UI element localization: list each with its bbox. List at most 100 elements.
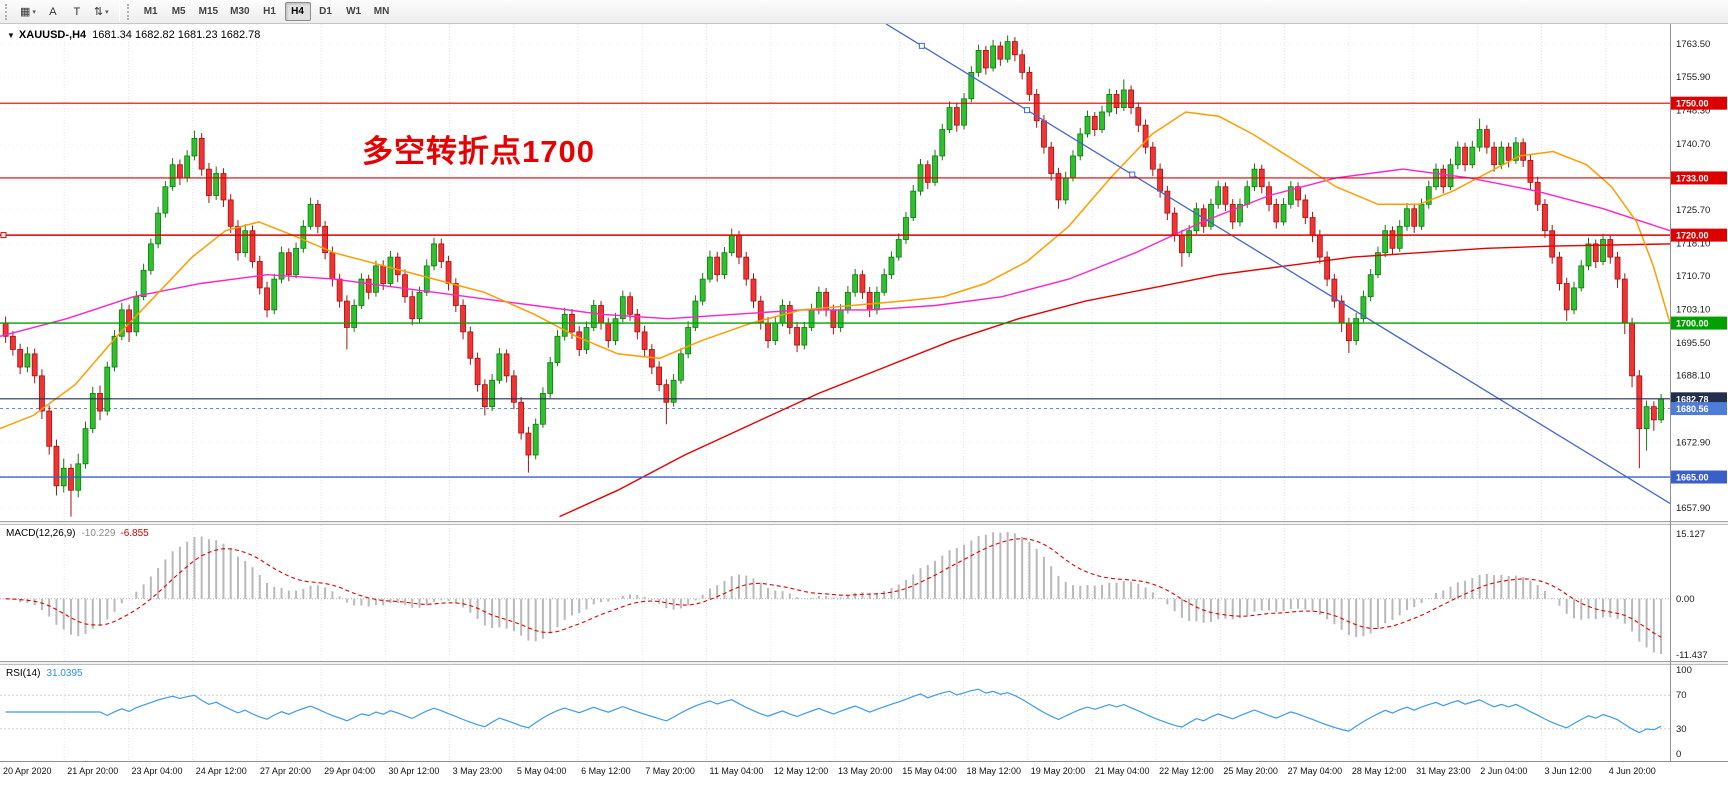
price-scale-label: 1755.90 bbox=[1676, 72, 1710, 83]
time-axis-label: 27 May 04:00 bbox=[1288, 766, 1343, 776]
template-button[interactable]: T bbox=[66, 2, 88, 22]
trendline-handle[interactable] bbox=[1129, 171, 1136, 178]
macd-signal-line bbox=[5, 538, 1662, 638]
price-marker: 1665.00 bbox=[1671, 470, 1727, 484]
svg-text:1750.00: 1750.00 bbox=[1676, 99, 1709, 109]
macd-scale-label: -11.437 bbox=[1676, 650, 1708, 661]
updown-arrows-icon: ⇅ bbox=[93, 6, 104, 18]
time-axis-label: 25 May 20:00 bbox=[1223, 766, 1278, 776]
ma-fast-line bbox=[0, 111, 1671, 430]
time-axis-label: 5 May 04:00 bbox=[517, 766, 567, 776]
time-axis-label: 20 Apr 2020 bbox=[3, 766, 52, 776]
time-axis-label: 19 May 20:00 bbox=[1031, 766, 1086, 776]
time-axis-label: 24 Apr 12:00 bbox=[196, 766, 247, 776]
price-scale-label: 1740.70 bbox=[1676, 139, 1710, 150]
chevron-down-icon: ▾ bbox=[105, 8, 109, 16]
rsi-scale[interactable]: 100 70 30 0 bbox=[1676, 665, 1692, 760]
price-scale-label: 1688.10 bbox=[1676, 370, 1710, 381]
time-axis-label: 2 Jun 04:00 bbox=[1480, 766, 1527, 776]
price-scale-label: 1725.70 bbox=[1676, 205, 1710, 216]
timeframe-h4-button[interactable]: H4 bbox=[284, 2, 311, 21]
timeframe-d1-button[interactable]: D1 bbox=[313, 2, 339, 21]
timeframe-mn-button[interactable]: MN bbox=[369, 2, 395, 21]
letter-t-icon: T bbox=[73, 5, 81, 18]
time-axis-label: 29 Apr 04:00 bbox=[324, 766, 375, 776]
rsi-scale-label: 100 bbox=[1676, 665, 1692, 676]
price-marker: 1680.56 bbox=[1671, 402, 1727, 416]
price-scale-label: 1657.90 bbox=[1676, 503, 1710, 514]
time-axis-label: 13 May 20:00 bbox=[838, 766, 893, 776]
price-marker: 1750.00 bbox=[1671, 96, 1727, 110]
time-axis-label: 21 May 04:00 bbox=[1095, 766, 1150, 776]
timeframe-m5-button[interactable]: M5 bbox=[166, 2, 192, 21]
rsi-value: 31.0395 bbox=[46, 668, 83, 679]
time-axis-label: 22 May 12:00 bbox=[1159, 766, 1214, 776]
svg-text:1720.00: 1720.00 bbox=[1676, 231, 1709, 241]
time-axis-label: 15 May 04:00 bbox=[902, 766, 957, 776]
timeframe-m1-button[interactable]: M1 bbox=[138, 2, 164, 21]
macd-histogram bbox=[11, 532, 1663, 654]
symbol-period-label: XAUUSD-,H4 bbox=[18, 29, 87, 41]
time-axis-label: 23 Apr 04:00 bbox=[131, 766, 182, 776]
macd-indicator-label: MACD(12,26,9) -10.229 -6.855 bbox=[6, 528, 149, 539]
time-axis-label: 12 May 12:00 bbox=[774, 766, 829, 776]
toolbar-grip[interactable] bbox=[5, 3, 10, 20]
timeframe-toolbar-grip[interactable] bbox=[126, 3, 132, 20]
timeframe-h1-button[interactable]: H1 bbox=[257, 2, 283, 21]
macd-scale-label: 15.127 bbox=[1676, 529, 1705, 540]
time-axis-label: 3 May 23:00 bbox=[453, 766, 503, 776]
chevron-down-icon: ▾ bbox=[32, 8, 36, 16]
timeframe-m30-button[interactable]: M30 bbox=[225, 2, 254, 21]
time-axis-label: 3 Jun 12:00 bbox=[1545, 766, 1592, 776]
ohlc-values: 1681.34 1682.82 1681.23 1682.78 bbox=[92, 29, 261, 41]
level-line-handle[interactable] bbox=[0, 232, 7, 239]
collapse-caret-icon: ▼ bbox=[7, 31, 15, 40]
time-axis-label: 21 Apr 20:00 bbox=[67, 766, 118, 776]
toolbar: ▦ ▾ A T ⇅ ▾ M1 M5 M15 M30 H1 H4 D1 W1 MN bbox=[0, 0, 1728, 24]
scale-tool-button[interactable]: ⇅ ▾ bbox=[90, 2, 113, 22]
rsi-line bbox=[5, 688, 1662, 734]
svg-text:1680.56: 1680.56 bbox=[1676, 404, 1709, 414]
text-tool-button[interactable]: A bbox=[42, 2, 64, 22]
time-axis-label: 7 May 20:00 bbox=[645, 766, 695, 776]
timeframe-m15-button[interactable]: M15 bbox=[194, 2, 223, 21]
rsi-name: RSI(14) bbox=[6, 668, 41, 679]
descending-trendline[interactable] bbox=[885, 24, 1671, 504]
macd-name: MACD(12,26,9) bbox=[6, 528, 76, 539]
macd-signal-value: -6.855 bbox=[120, 528, 149, 539]
timeframe-w1-button[interactable]: W1 bbox=[341, 2, 367, 21]
toolbar-separator bbox=[118, 2, 120, 21]
chart-title: ▼ XAUUSD-,H4 1681.34 1682.82 1681.23 1682.… bbox=[7, 29, 260, 41]
price-scale-label: 1748.30 bbox=[1676, 106, 1710, 117]
time-axis-label: 4 Jun 20:00 bbox=[1609, 766, 1656, 776]
price-scale-label: 1710.70 bbox=[1676, 271, 1710, 282]
ma-slow-line bbox=[559, 243, 1671, 518]
time-axis-label: 18 May 12:00 bbox=[966, 766, 1021, 776]
grid-icon-button[interactable]: ▦ ▾ bbox=[16, 2, 40, 22]
time-axis-label: 6 May 12:00 bbox=[581, 766, 631, 776]
grid-vertical-lines bbox=[63, 24, 1607, 761]
price-marker: 1682.78 bbox=[1671, 392, 1727, 406]
ma-mid-line bbox=[0, 168, 1671, 337]
macd-scale[interactable]: 15.127 0.00 -11.437 bbox=[1676, 529, 1708, 661]
trendline-handle[interactable] bbox=[918, 42, 925, 49]
chart-text-annotation[interactable]: 多空转折点1700 bbox=[362, 134, 595, 169]
rsi-scale-label: 70 bbox=[1676, 690, 1687, 701]
trendline-handle[interactable] bbox=[1024, 107, 1031, 114]
price-scale[interactable]: 1763.501755.901748.301740.701733.101725.… bbox=[1676, 39, 1710, 514]
price-scale-label: 1672.90 bbox=[1676, 437, 1710, 448]
price-scale-label: 1695.50 bbox=[1676, 338, 1710, 349]
price-scale-label: 1703.10 bbox=[1676, 304, 1710, 315]
time-axis-label: 30 Apr 12:00 bbox=[388, 766, 439, 776]
price-marker: 1700.00 bbox=[1671, 316, 1727, 330]
svg-text:1682.78: 1682.78 bbox=[1676, 394, 1709, 404]
chart-plot[interactable]: 1763.501755.901748.301740.701733.101725.… bbox=[0, 24, 1728, 792]
price-scale-label: 1718.10 bbox=[1676, 238, 1710, 249]
panel-splitter[interactable] bbox=[0, 661, 1728, 665]
panel-splitter[interactable] bbox=[0, 521, 1728, 525]
macd-scale-label: 0.00 bbox=[1676, 594, 1695, 605]
rsi-scale-label: 0 bbox=[1676, 749, 1681, 760]
time-axis[interactable]: 20 Apr 2020 21 Apr 20:00 23 Apr 04:00 24 Ap… bbox=[3, 766, 1656, 776]
price-marker: 1720.00 bbox=[1671, 228, 1727, 242]
